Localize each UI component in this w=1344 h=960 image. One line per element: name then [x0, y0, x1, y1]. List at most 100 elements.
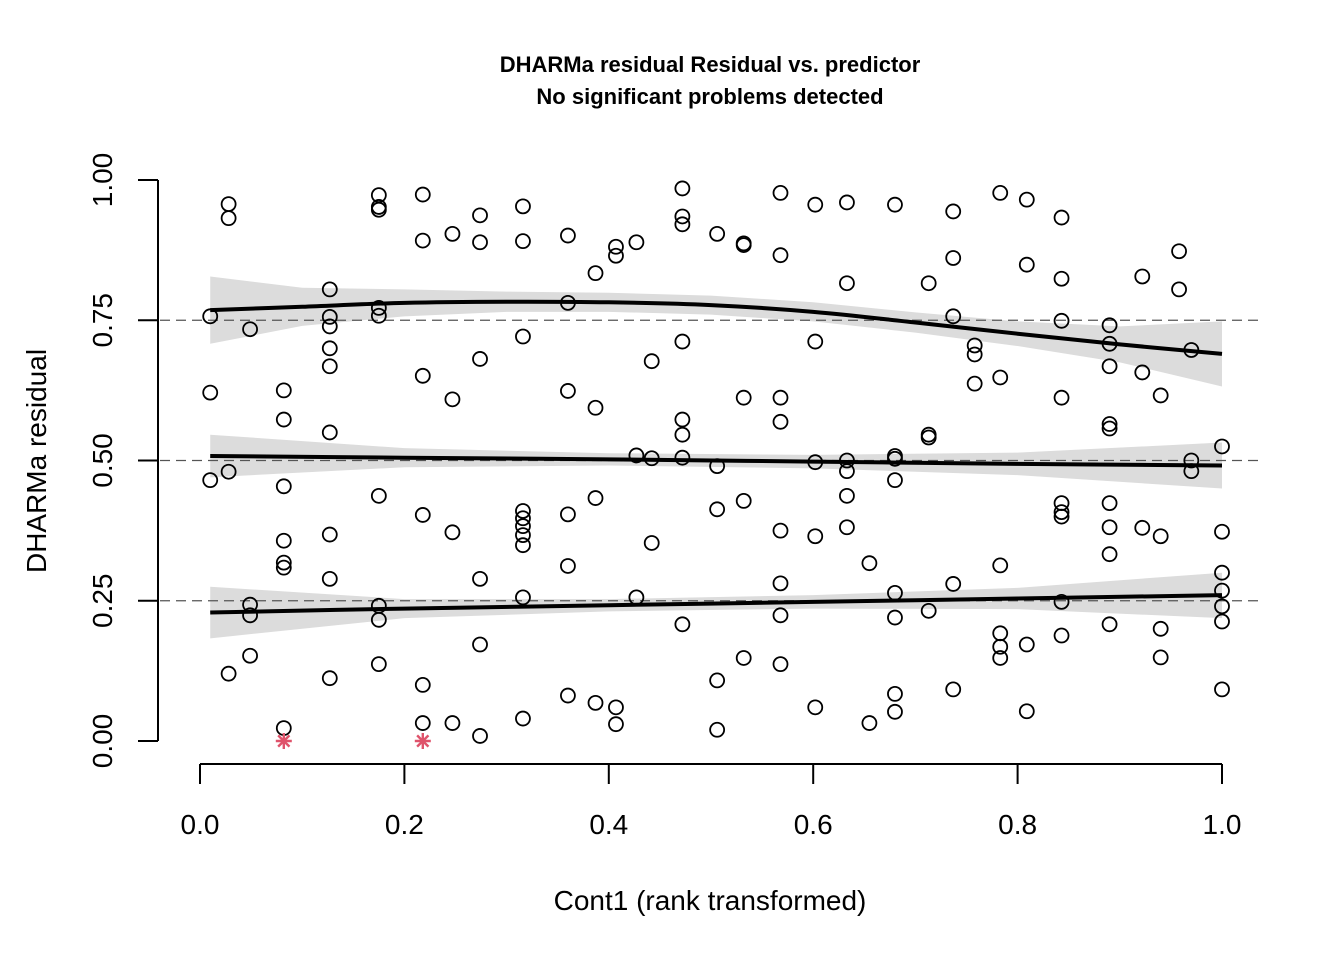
data-point [1053, 389, 1070, 406]
data-point [1134, 364, 1151, 381]
data-point [643, 353, 660, 370]
data-point [1053, 504, 1070, 521]
quantile-curve-0.75 [210, 299, 1223, 356]
data-point [275, 532, 292, 549]
data-point [242, 607, 258, 624]
data-point [1183, 463, 1200, 480]
data-point [515, 537, 531, 554]
data-point [992, 625, 1009, 642]
data-point [945, 250, 962, 266]
data-point [444, 715, 461, 731]
data-point [887, 472, 903, 489]
chart-title: DHARMa residual Residual vs. predictor [500, 52, 921, 77]
data-point [807, 196, 824, 213]
y-tick-label: 0.50 [87, 433, 118, 488]
data-point [735, 492, 752, 509]
data-point [560, 558, 576, 574]
data-point [772, 607, 789, 624]
y-axis-label: DHARMa residual [21, 349, 52, 573]
x-tick-label: 0.8 [998, 809, 1037, 840]
data-point [370, 487, 387, 504]
data-point [1214, 438, 1230, 455]
data-point [772, 413, 789, 430]
data-point [945, 576, 962, 592]
data-point [887, 703, 903, 720]
confidence-band-q0.75 [210, 276, 1223, 387]
data-point [515, 510, 531, 527]
data-point [275, 554, 292, 571]
data-point [321, 281, 338, 298]
data-point [709, 458, 726, 475]
data-point [608, 699, 624, 716]
data-point [1101, 335, 1118, 352]
data-point [1171, 281, 1187, 298]
data-point [966, 346, 983, 363]
data-point [839, 519, 855, 536]
data-point [472, 207, 488, 224]
data-point [887, 584, 903, 601]
data-point [861, 555, 878, 572]
data-point [414, 507, 431, 523]
data-point [643, 535, 660, 551]
data-point [515, 198, 531, 215]
data-point [444, 391, 461, 408]
data-point [1214, 598, 1230, 615]
data-point [807, 454, 824, 471]
data-point [992, 369, 1009, 386]
data-point [992, 638, 1009, 655]
data-point [1101, 495, 1118, 512]
data-point [839, 275, 855, 292]
data-point [220, 463, 237, 480]
data-point [807, 699, 824, 716]
data-point [1152, 387, 1169, 404]
data-point [608, 247, 624, 264]
data-point [839, 452, 855, 469]
data-point [674, 449, 691, 466]
data-point [275, 382, 292, 399]
data-point [1053, 209, 1070, 226]
data-point [674, 216, 691, 233]
y-axis: 0.00 0.25 0.50 0.75 1.00 [87, 153, 159, 768]
data-point [735, 237, 752, 253]
data-point [1018, 191, 1035, 208]
data-point [275, 720, 292, 736]
data-point [275, 478, 292, 495]
data-point [321, 670, 338, 687]
data-point [444, 225, 461, 242]
data-point [839, 487, 855, 504]
data-point [220, 210, 237, 227]
data-point [515, 527, 531, 544]
data-point [920, 429, 937, 446]
data-point [472, 351, 488, 367]
data-point [1152, 528, 1169, 545]
data-point [992, 185, 1009, 201]
data-point [608, 716, 624, 733]
data-point [414, 186, 431, 203]
data-point [1101, 317, 1118, 334]
data-point [321, 308, 338, 325]
data-point [414, 715, 431, 731]
data-point [560, 294, 576, 311]
y-tick-label: 1.00 [87, 153, 118, 208]
x-tick-label: 0.2 [385, 809, 424, 840]
data-point [515, 233, 531, 250]
data-point [945, 203, 962, 220]
data-point [1053, 593, 1070, 610]
data-point [321, 318, 338, 335]
data-point [515, 328, 531, 345]
data-point [472, 234, 488, 251]
data-point [1018, 256, 1035, 273]
data-point [861, 715, 878, 731]
data-point [202, 472, 219, 489]
data-point [587, 490, 604, 506]
data-point [515, 503, 531, 519]
data-point [709, 501, 726, 518]
data-point [242, 596, 258, 613]
data-point [321, 570, 338, 587]
data-point [966, 375, 983, 392]
data-point [1053, 270, 1070, 287]
data-point [992, 557, 1009, 574]
data-point [807, 333, 824, 350]
data-point [674, 426, 691, 443]
data-point [887, 450, 903, 467]
